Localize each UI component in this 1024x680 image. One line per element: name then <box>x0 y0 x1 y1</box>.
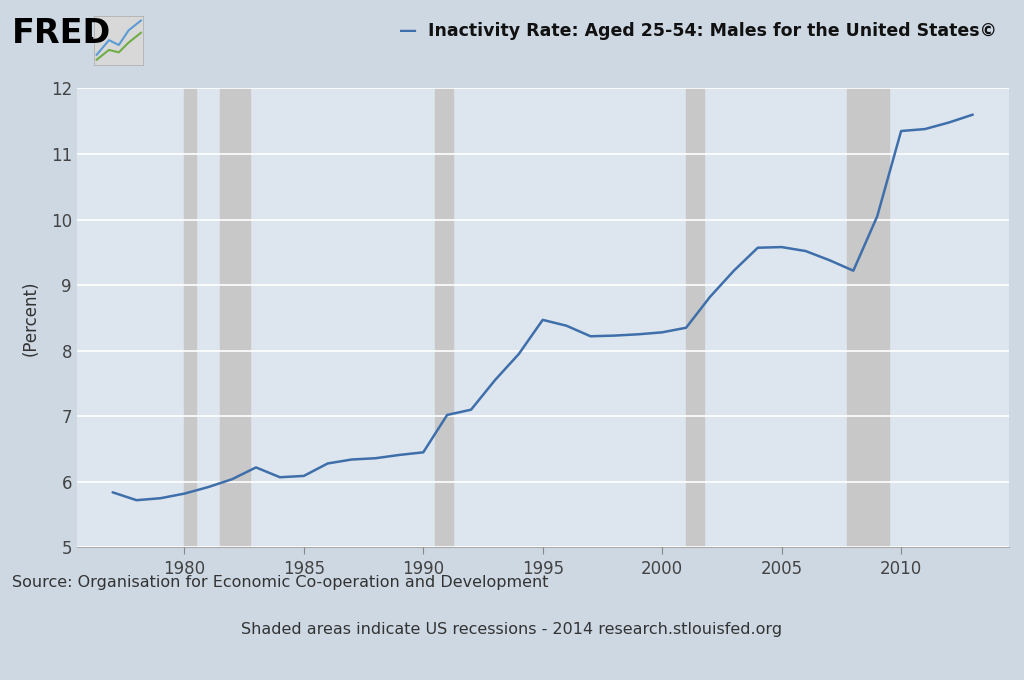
Bar <box>686 88 705 547</box>
Bar <box>848 88 889 547</box>
Bar <box>184 88 197 547</box>
Text: FRED: FRED <box>12 17 112 50</box>
Text: Shaded areas indicate US recessions - 2014 research.stlouisfed.org: Shaded areas indicate US recessions - 20… <box>242 622 782 637</box>
Y-axis label: (Percent): (Percent) <box>22 280 40 356</box>
Text: Source: Organisation for Economic Co-operation and Development: Source: Organisation for Economic Co-ope… <box>12 575 549 590</box>
Bar <box>435 88 454 547</box>
Text: Inactivity Rate: Aged 25-54: Males for the United States©: Inactivity Rate: Aged 25-54: Males for t… <box>428 22 997 39</box>
Text: .: . <box>84 17 96 50</box>
Bar <box>220 88 250 547</box>
Text: —: — <box>399 22 418 39</box>
